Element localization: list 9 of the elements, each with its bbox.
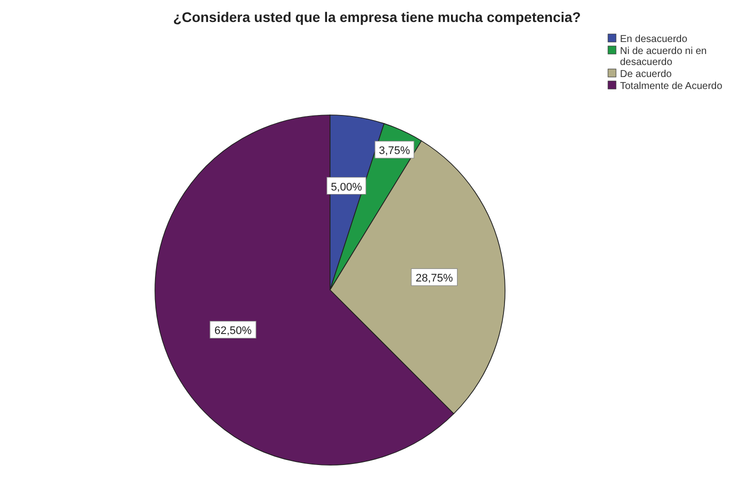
data-label: 62,50% (214, 325, 252, 338)
legend-label: Totalmente de Acuerdo (620, 81, 723, 92)
legend-label: Ni de acuerdo ni en desacuerdo (620, 46, 707, 68)
legend-label: De acuerdo (620, 69, 672, 80)
legend-label: En desacuerdo (620, 34, 688, 45)
data-label: 28,75% (416, 272, 454, 285)
data-label: 5,00% (330, 181, 362, 194)
data-label: 3,75% (378, 145, 410, 158)
chart-title: ¿Considera usted que la empresa tiene mucha competencia? (173, 9, 581, 25)
